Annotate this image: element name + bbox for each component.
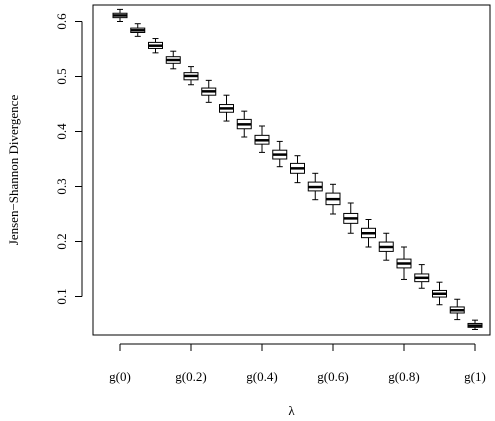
box: [414, 264, 430, 289]
x-tick-label: g(0.6): [317, 369, 348, 384]
box: [201, 79, 217, 103]
box: [449, 298, 465, 321]
x-tick-label: g(0): [109, 369, 131, 384]
box: [130, 23, 146, 37]
y-tick-label: 0.2: [54, 233, 69, 249]
box: [396, 246, 412, 280]
x-tick-label: g(0.2): [175, 369, 206, 384]
y-tick-label: 0.3: [54, 178, 69, 194]
box: [254, 125, 270, 153]
y-axis-title: Jensen−Shannon Divergence: [6, 95, 21, 246]
box: [325, 183, 341, 215]
box-series: [112, 8, 483, 330]
box: [467, 319, 483, 330]
plot-frame: [92, 4, 491, 336]
box: [307, 172, 323, 201]
x-axis: g(0) g(0.2) g(0.4) g(0.6) g(0.8) g(1): [109, 343, 486, 384]
y-tick-label: 0.5: [54, 68, 69, 84]
y-tick-label: 0.6: [54, 13, 69, 30]
x-tick-label: g(1): [464, 369, 486, 384]
box: [272, 140, 288, 168]
x-axis-title: λ: [288, 403, 295, 418]
box: [165, 50, 181, 70]
y-tick-label: 0.4: [54, 123, 69, 140]
box: [378, 232, 394, 261]
box: [112, 8, 128, 22]
box: [183, 66, 199, 86]
y-axis: 0.1 0.2 0.3 0.4 0.5 0.6: [54, 13, 83, 305]
x-tick-label: g(0.8): [388, 369, 419, 384]
box: [361, 219, 376, 248]
box: [236, 110, 252, 138]
box: [219, 94, 234, 122]
box: [343, 202, 359, 234]
box: [290, 155, 305, 184]
box: [148, 38, 163, 54]
box: [432, 281, 447, 306]
x-tick-label: g(0.4): [246, 369, 277, 384]
y-tick-label: 0.1: [54, 288, 69, 304]
